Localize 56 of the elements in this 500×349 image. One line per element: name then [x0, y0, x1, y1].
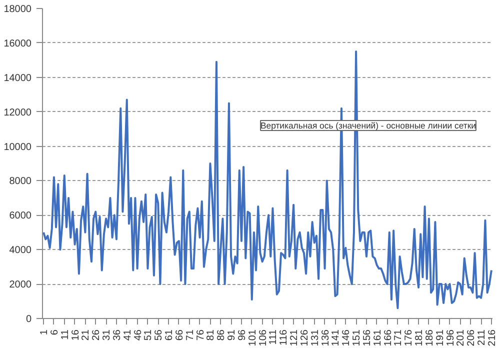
y-tick-label: 10000: [4, 142, 32, 153]
x-tick-label: 201: [456, 329, 467, 346]
x-tick-label: 81: [206, 329, 217, 341]
y-tick-label: 8000: [9, 176, 32, 188]
x-tick-label: 16: [70, 329, 82, 341]
x-tick-label: 191: [434, 329, 446, 346]
x-tick-label: 26: [91, 329, 102, 341]
x-tick-label: 61: [164, 329, 176, 341]
y-tick-label: 14000: [4, 72, 32, 84]
x-tick-label: 71: [184, 329, 196, 341]
x-tick-label: 136: [320, 329, 332, 346]
x-tick-label: 6: [49, 329, 60, 336]
x-tick-label: 126: [299, 329, 310, 346]
x-tick-label: 111: [268, 329, 280, 345]
x-tick-label: 56: [154, 329, 165, 341]
x-tick-label: 176: [404, 329, 415, 346]
x-tick-label: 21: [80, 329, 92, 341]
x-tick-label: 216: [486, 329, 498, 346]
x-tick-label: 41: [122, 329, 134, 341]
x-tick-label: 76: [195, 329, 206, 341]
x-tick-label: 166: [382, 329, 394, 346]
x-tick-label: 171: [393, 329, 404, 346]
x-tick-label: 36: [112, 329, 123, 341]
x-tick-label: 96: [236, 329, 248, 341]
x-tick-label: 116: [278, 329, 290, 346]
x-tick-label: 106: [258, 329, 269, 346]
x-tick-label: 131: [310, 329, 321, 346]
y-tick-label: 12000: [4, 107, 32, 118]
x-tick-label: 11: [60, 329, 71, 340]
x-tick-label: 101: [247, 329, 258, 346]
y-tick-label: 0: [26, 314, 32, 325]
y-tick-label: 6000: [9, 210, 32, 222]
y-tick-label: 2000: [9, 280, 32, 291]
x-tick-label: 151: [352, 329, 363, 346]
x-tick-label: 121: [289, 329, 300, 346]
x-tick-label: 66: [174, 329, 186, 341]
annotation: Вертикальная ось (значений) - основные линии сетки: [260, 120, 476, 130]
x-tick-label: 211: [476, 329, 488, 346]
x-tick-label: 156: [362, 329, 373, 346]
y-tick-label: 16000: [4, 38, 32, 50]
x-tick-label: 141: [330, 329, 342, 346]
x-tick-label: 86: [216, 329, 228, 341]
x-tick-label: 31: [102, 329, 113, 341]
x-tick-label: 1: [39, 329, 50, 336]
x-tick-label: 46: [132, 329, 144, 341]
x-tick-label: 51: [143, 329, 154, 341]
x-tick-label: 181: [414, 329, 426, 346]
y-tick-label: 4000: [9, 245, 32, 256]
x-tick-label: 146: [341, 329, 352, 346]
x-tick-label: 91: [226, 329, 238, 341]
x-tick-label: 186: [424, 329, 436, 346]
x-tick-label: 196: [445, 329, 456, 346]
x-tick-label: 206: [466, 329, 478, 346]
line-series: [42, 50, 492, 310]
x-tick-label: 161: [372, 329, 384, 346]
y-tick-label: 18000: [4, 4, 32, 15]
